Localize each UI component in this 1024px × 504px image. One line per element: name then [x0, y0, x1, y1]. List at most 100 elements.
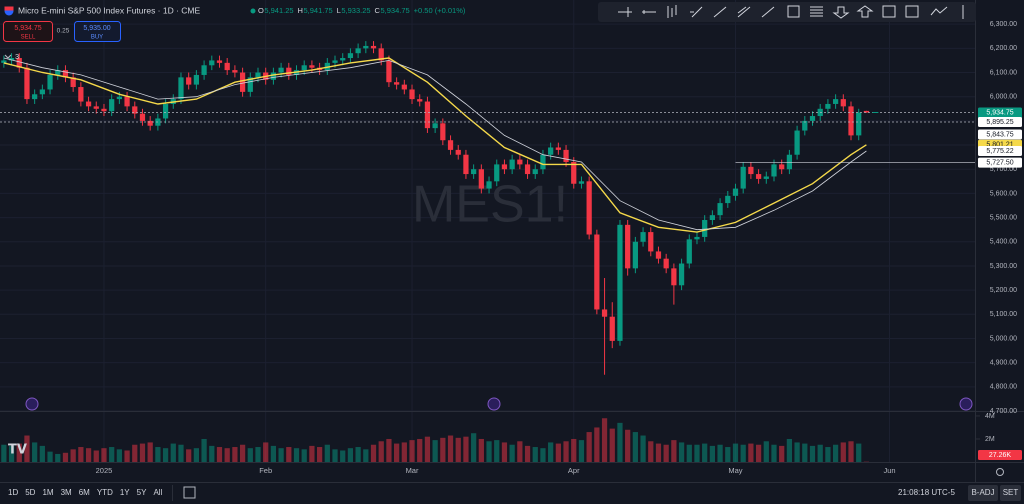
range-button[interactable]: All — [153, 488, 162, 497]
tool-icon[interactable] — [618, 7, 632, 17]
y-tick-label: 6,300.00 — [990, 21, 1017, 28]
tool-icon[interactable] — [667, 5, 677, 18]
candle-body — [509, 159, 515, 170]
marks-layer — [0, 41, 975, 463]
settlement-button[interactable] — [1000, 485, 1021, 501]
tool-icon[interactable] — [787, 5, 800, 18]
price-badge-label: 5,934.75 — [986, 109, 1013, 116]
tool-icon[interactable] — [856, 5, 874, 18]
event-badge[interactable] — [25, 397, 39, 411]
toolbar-icons — [618, 5, 964, 19]
ohlc-value: 5,941.75 — [303, 6, 332, 15]
volume-bar — [563, 441, 569, 462]
range-button[interactable]: 1M — [42, 488, 53, 497]
range-button[interactable]: YTD — [97, 488, 113, 497]
ohlc-value: 5,934.75 — [380, 6, 409, 15]
candle-body — [571, 161, 577, 184]
volume-bar — [332, 449, 338, 462]
candle-body — [224, 62, 230, 71]
tool-icon[interactable] — [761, 6, 775, 18]
volume-bar — [594, 427, 600, 462]
candle-body — [93, 106, 99, 109]
candle-body — [16, 58, 22, 68]
volume-bar — [771, 444, 777, 462]
candle-body — [409, 89, 415, 100]
candle-body — [709, 215, 715, 221]
range-button[interactable]: 3M — [61, 488, 72, 497]
candle-body — [663, 258, 669, 269]
volume-bar — [32, 442, 38, 462]
x-tick-label: Feb — [259, 466, 272, 475]
candle-body — [540, 154, 546, 170]
volume-bar — [85, 448, 92, 462]
tool-icon[interactable] — [905, 5, 919, 18]
event-badge[interactable] — [959, 397, 973, 411]
volume-tick-label: 2M — [985, 436, 995, 443]
tool-icon[interactable] — [737, 6, 751, 18]
tool-icon[interactable] — [882, 5, 896, 18]
tool-icon[interactable] — [810, 6, 823, 17]
clock[interactable]: 21:08:18 UTC-5 — [898, 488, 955, 497]
candle-body — [132, 106, 138, 114]
volume-bar — [216, 447, 223, 462]
volume-bar — [817, 444, 823, 462]
event-badge[interactable] — [487, 397, 501, 411]
volume-bar — [548, 442, 554, 462]
volume-bar — [709, 445, 715, 462]
axis-settings[interactable] — [996, 468, 1004, 476]
range-button[interactable]: 5Y — [137, 488, 147, 497]
x-tick-label: 2025 — [96, 466, 113, 475]
symbol-title[interactable]: Micro E-mini S&P 500 Index Futures · 1D … — [18, 5, 201, 15]
market-status — [250, 8, 256, 14]
date-range-icon[interactable] — [183, 486, 196, 499]
volume-bar — [186, 449, 192, 462]
y-tick-label: 6,000.00 — [990, 94, 1017, 101]
tool-icon[interactable] — [713, 6, 727, 18]
range-button[interactable]: 5D — [25, 488, 35, 497]
adjust-button[interactable] — [968, 485, 998, 501]
candle-body — [471, 169, 477, 175]
volume-bar — [270, 445, 277, 462]
tool-icon[interactable] — [642, 10, 656, 14]
tool-icon[interactable] — [832, 6, 850, 19]
candle-body — [216, 60, 223, 63]
volume-bar — [378, 441, 384, 462]
candle-body — [424, 101, 431, 129]
candle-body — [70, 77, 76, 88]
candle-body — [309, 65, 315, 68]
y-tick-label: 5,600.00 — [990, 190, 1017, 197]
candle-body — [78, 87, 84, 102]
candle-body — [62, 70, 69, 78]
buy-button[interactable] — [74, 21, 121, 42]
brand-logo[interactable]: 𝗧𝗩 — [8, 441, 27, 456]
indicators-toggle[interactable] — [4, 54, 12, 59]
candle-body — [363, 45, 369, 49]
y-tick-label: 5,300.00 — [990, 263, 1017, 270]
candle-body — [347, 53, 354, 59]
volume-bar — [386, 438, 392, 462]
candle-body — [555, 147, 561, 150]
tool-icon[interactable] — [690, 6, 703, 18]
tool-icon[interactable] — [930, 6, 948, 16]
settlement-label: SET — [1003, 488, 1019, 497]
volume-bar — [748, 443, 754, 462]
range-button[interactable]: 6M — [79, 488, 90, 497]
candle-body — [632, 241, 638, 269]
candle-body — [763, 176, 769, 179]
volume-bar — [93, 450, 99, 462]
y-tick-label: 5,000.00 — [990, 335, 1017, 342]
volume-bar — [532, 447, 538, 462]
candle-body — [193, 74, 200, 85]
range-button[interactable]: 1Y — [120, 488, 130, 497]
candle-body — [740, 166, 746, 189]
candle-body — [702, 220, 708, 237]
candle-body — [548, 147, 554, 155]
range-button[interactable]: 1D — [8, 488, 18, 497]
volume-bar — [809, 445, 816, 462]
candle-body — [578, 181, 585, 184]
y-tick-label: 5,700.00 — [990, 166, 1017, 173]
candle-body — [671, 268, 677, 286]
volume-bar — [694, 444, 700, 462]
sell-button[interactable] — [3, 21, 53, 42]
candle-body — [324, 62, 330, 71]
